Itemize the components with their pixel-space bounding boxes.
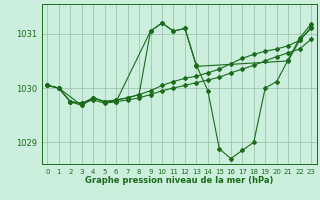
X-axis label: Graphe pression niveau de la mer (hPa): Graphe pression niveau de la mer (hPa) [85,176,273,185]
